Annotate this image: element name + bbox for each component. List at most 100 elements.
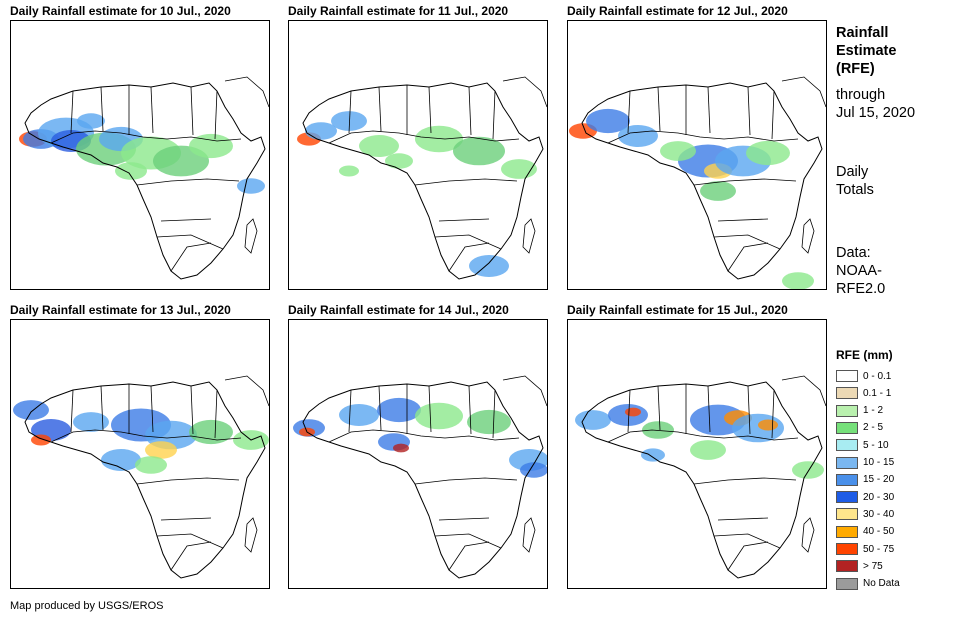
legend-label: 0 - 0.1 (863, 370, 892, 382)
country-border (448, 541, 490, 571)
rainfall-area (331, 111, 367, 131)
rainfall-area (393, 443, 409, 453)
country-border (428, 385, 432, 433)
rainfall-area (453, 136, 505, 166)
country-border (328, 429, 520, 443)
country-border (434, 234, 502, 250)
rainfall-area (415, 125, 463, 153)
rainfall-area (792, 461, 824, 479)
country-border (100, 385, 104, 431)
country-border (190, 86, 194, 136)
rainfall-map (10, 20, 270, 290)
madagascar (801, 218, 815, 254)
rainfall-area (189, 133, 233, 159)
rainfall-area (189, 419, 233, 445)
rainfall-area (467, 409, 511, 435)
country-border (707, 385, 711, 433)
country-border (160, 218, 212, 222)
country-border (434, 533, 502, 549)
coastline (302, 381, 544, 579)
legend-label: 50 - 75 (863, 543, 895, 555)
madagascar (244, 517, 258, 553)
panel-title: Daily Rainfall estimate for 12 Jul., 202… (567, 4, 788, 18)
legend-label: No Data (863, 578, 900, 590)
side-through: through Jul 15, 2020 (836, 87, 916, 121)
legend-swatch (836, 421, 858, 434)
legend-label: 40 - 50 (863, 526, 895, 538)
country-border (328, 130, 520, 144)
country-border (713, 533, 781, 549)
rainfall-area (642, 421, 674, 439)
country-border (156, 533, 224, 549)
rainfall-area (377, 397, 421, 423)
credit-text: Map produced by USGS/EROS (10, 600, 164, 612)
rainfall-area (660, 141, 696, 161)
legend-swatch (836, 473, 858, 486)
country-border (214, 90, 218, 140)
legend-swatch (836, 491, 858, 504)
rainfall-map (288, 20, 548, 290)
legend-item: 1 - 2 (836, 403, 883, 419)
country-border (771, 90, 775, 140)
country-border (747, 86, 751, 136)
country-border (448, 242, 490, 272)
country-border (70, 389, 74, 433)
legend-label: 5 - 10 (863, 439, 889, 451)
rainfall-map (288, 319, 548, 589)
map-panel-6: Daily Rainfall estimate for 15 Jul., 202… (567, 303, 829, 593)
rainfall-area (385, 153, 413, 169)
country-border (150, 86, 154, 134)
country-border (693, 178, 797, 186)
country-border (428, 86, 432, 134)
country-border (713, 234, 781, 250)
legend-label: 15 - 20 (863, 474, 895, 486)
legend-swatch (836, 508, 858, 521)
map-panel-1: Daily Rainfall estimate for 10 Jul., 202… (10, 4, 272, 294)
country-border (50, 429, 242, 443)
country-border (468, 385, 472, 435)
rainfall-area (415, 402, 463, 430)
country-border (170, 242, 212, 272)
arabian-coast (502, 76, 547, 108)
legend-swatch (836, 439, 858, 452)
country-border (50, 130, 242, 144)
rainfall-area (700, 181, 736, 201)
rainfall-area (237, 178, 265, 194)
rainfall-area (782, 272, 814, 289)
panel-title: Daily Rainfall estimate for 11 Jul., 202… (288, 4, 509, 18)
rainfall-area (758, 419, 778, 431)
country-border (70, 90, 74, 134)
legend-label: 10 - 15 (863, 457, 895, 468)
country-border (717, 218, 769, 222)
country-border (414, 477, 518, 485)
legend-item: > 75 (836, 558, 883, 574)
arabian-coast (502, 375, 547, 407)
country-border (657, 86, 661, 132)
legend-swatch (836, 387, 858, 400)
side-totals: Daily Totals (836, 164, 874, 198)
coastline (581, 381, 823, 579)
country-border (214, 389, 218, 439)
legend-item: 20 - 30 (836, 489, 894, 505)
coastline (581, 82, 823, 280)
legend-item: 50 - 75 (836, 541, 894, 557)
country-border (348, 389, 352, 433)
legend-label: 30 - 40 (863, 508, 895, 520)
country-border (136, 178, 240, 186)
arabian-coast (224, 76, 269, 108)
rainfall-area (359, 135, 399, 157)
rainfall-area (135, 456, 167, 474)
legend-swatch (836, 456, 858, 469)
panel-title: Daily Rainfall estimate for 10 Jul., 202… (10, 4, 231, 18)
arabian-coast (781, 76, 826, 108)
country-border (160, 517, 212, 521)
country-border (727, 541, 769, 571)
panel-title: Daily Rainfall estimate for 14 Jul., 202… (288, 303, 509, 317)
country-border (170, 541, 212, 571)
country-border (771, 389, 775, 439)
country-border (378, 385, 382, 431)
country-border (627, 90, 631, 134)
country-border (492, 389, 496, 439)
legend-item: 0 - 0.1 (836, 368, 891, 384)
country-border (657, 385, 661, 431)
